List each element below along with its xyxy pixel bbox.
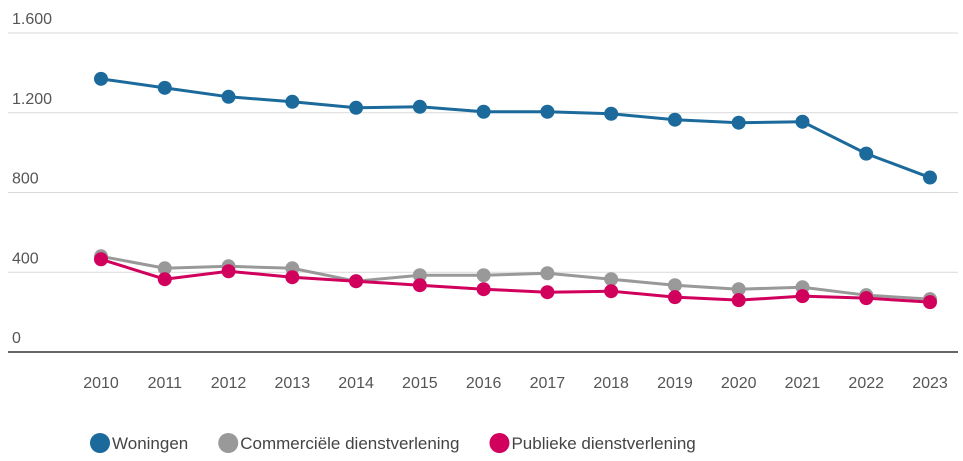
data-point	[667, 112, 682, 127]
x-tick-label: 2012	[211, 375, 247, 392]
y-tick-label: 1.600	[12, 11, 52, 28]
data-point	[94, 71, 108, 86]
x-tick-label: 2014	[338, 375, 374, 392]
series-line	[100, 254, 931, 301]
legend-marker	[218, 433, 239, 453]
x-tick-label: 2018	[593, 375, 629, 392]
x-tick-label: 2022	[848, 375, 884, 392]
data-point	[349, 274, 364, 289]
data-point	[540, 285, 555, 300]
data-point	[285, 270, 300, 285]
x-tick-label: 2013	[275, 375, 311, 392]
data-point	[221, 89, 236, 104]
data-point	[923, 295, 937, 310]
data-point	[412, 268, 427, 283]
y-tick-label: 800	[12, 171, 39, 188]
x-tick-label: 2017	[530, 375, 566, 392]
x-tick-label: 2023	[912, 375, 948, 392]
data-point	[540, 266, 555, 281]
data-point	[731, 115, 746, 130]
x-tick-label: 2019	[657, 375, 693, 392]
legend-label: Woningen	[112, 434, 188, 453]
data-point	[731, 282, 746, 297]
legend-marker	[489, 433, 510, 453]
legend-marker	[90, 433, 110, 453]
data-point	[412, 278, 427, 293]
data-point	[285, 94, 300, 109]
data-point	[667, 290, 682, 305]
series-line	[100, 257, 931, 304]
legend-label: Publieke dienstverlening	[511, 434, 695, 453]
data-point	[923, 170, 937, 185]
data-point	[795, 289, 810, 304]
y-tick-label: 1.200	[12, 91, 52, 108]
series-line	[100, 77, 931, 179]
data-point	[476, 268, 491, 283]
x-tick-label: 2020	[721, 375, 757, 392]
x-tick-label: 2016	[466, 375, 502, 392]
y-tick-label: 400	[12, 250, 39, 267]
x-tick-label: 2010	[83, 375, 119, 392]
data-point	[476, 104, 491, 119]
data-point	[412, 99, 427, 114]
x-tick-label: 2021	[785, 375, 821, 392]
data-point	[349, 100, 364, 115]
data-point	[604, 272, 619, 287]
data-point	[221, 264, 236, 279]
x-tick-label: 2015	[402, 375, 438, 392]
data-point	[476, 282, 491, 297]
data-point	[604, 106, 619, 121]
data-point	[157, 272, 172, 287]
data-point	[667, 278, 682, 293]
data-point	[731, 293, 746, 308]
data-point	[795, 114, 810, 129]
data-point	[859, 291, 874, 306]
x-tick-label: 2011	[148, 375, 183, 392]
y-tick-label: 0	[12, 330, 21, 347]
data-point	[859, 146, 874, 161]
data-point	[94, 252, 108, 267]
legend-label: Commerciële dienstverlening	[240, 434, 459, 453]
data-point	[157, 80, 172, 95]
data-point	[540, 104, 555, 119]
data-point	[157, 261, 172, 276]
data-point	[604, 284, 619, 299]
